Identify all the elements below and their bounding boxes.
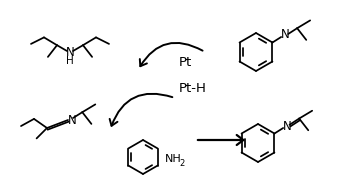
Text: N: N	[281, 29, 289, 42]
Text: 2: 2	[179, 159, 184, 167]
Text: Pt-H: Pt-H	[179, 81, 207, 94]
Text: N: N	[283, 119, 292, 132]
Text: N: N	[68, 115, 76, 128]
Text: N: N	[66, 46, 74, 60]
Text: NH: NH	[165, 154, 182, 164]
Text: H: H	[66, 56, 74, 66]
Text: Pt: Pt	[178, 57, 192, 70]
